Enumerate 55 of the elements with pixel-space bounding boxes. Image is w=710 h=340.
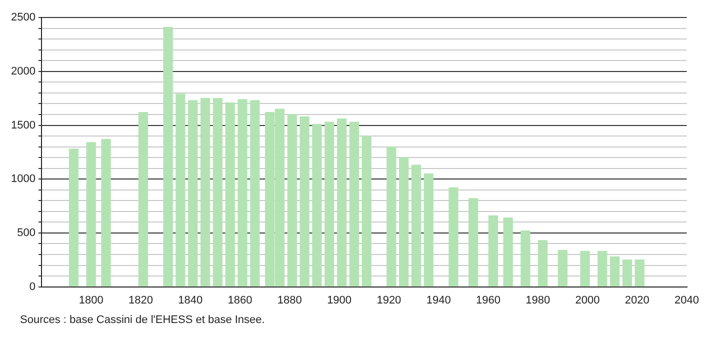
bar	[634, 260, 644, 287]
bar	[312, 124, 322, 287]
x-tick-label: 1900	[327, 294, 352, 306]
bar	[610, 256, 620, 287]
bar	[349, 122, 360, 287]
x-tick-label: 1840	[178, 294, 203, 306]
bar	[424, 173, 434, 287]
bar	[200, 98, 210, 287]
bar	[558, 250, 568, 287]
bar	[101, 138, 111, 287]
y-tick-label: 500	[17, 226, 36, 239]
bar	[238, 99, 248, 287]
y-tick-label: 2000	[10, 65, 36, 78]
bar	[538, 240, 548, 287]
bar	[448, 187, 458, 287]
bar	[324, 122, 334, 287]
bar	[362, 136, 372, 287]
source-note: Sources : base Cassini de l'EHESS et base Insee.	[20, 314, 266, 326]
bar	[225, 102, 235, 287]
bar	[68, 148, 79, 287]
bar	[386, 146, 396, 287]
x-tick-label: 1800	[78, 294, 104, 306]
x-tick-label: 1880	[277, 294, 302, 306]
x-tick-label: 1820	[128, 294, 153, 306]
bar	[188, 100, 198, 287]
bar	[176, 94, 186, 287]
x-tick-label: 2020	[624, 294, 650, 306]
y-tick-label: 2500	[10, 12, 36, 24]
bar	[336, 118, 347, 287]
x-tick-label: 1980	[526, 294, 550, 306]
x-tick-label: 1920	[376, 294, 402, 306]
bar	[138, 112, 148, 287]
x-tick-label: 1860	[228, 294, 252, 306]
bar	[300, 116, 310, 287]
x-tick-label: 2040	[674, 294, 700, 306]
bar	[411, 164, 422, 287]
bar	[580, 250, 590, 287]
x-tick-label: 1960	[476, 294, 500, 306]
bar	[250, 100, 260, 287]
bar	[503, 218, 513, 287]
y-tick-label: 1500	[10, 119, 36, 132]
bar	[622, 260, 632, 287]
x-tick-label: 2000	[575, 294, 600, 306]
bar	[287, 114, 297, 287]
bar	[86, 142, 96, 287]
bar	[163, 26, 173, 287]
bar	[212, 98, 223, 287]
bar	[598, 250, 608, 287]
bar	[520, 230, 530, 287]
bar	[488, 215, 498, 287]
y-tick-label: 1000	[10, 173, 36, 186]
bar	[399, 157, 409, 287]
y-tick-label: 0	[29, 280, 36, 293]
bar	[468, 198, 478, 287]
x-tick-label: 1940	[426, 294, 451, 306]
